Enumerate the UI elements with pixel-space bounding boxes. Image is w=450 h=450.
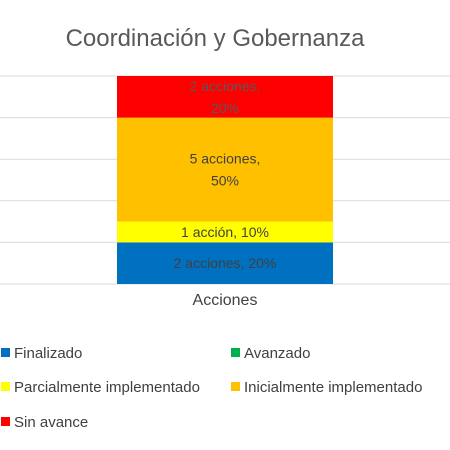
legend-swatch-1 [231, 348, 240, 357]
legend: Finalizado Avanzado Parcialmente implement… [1, 345, 422, 431]
bar-segment-3 [117, 117, 333, 222]
legend-label-1: Avanzado [244, 345, 310, 362]
data-label-3: 5 acciones, 50% [190, 151, 261, 189]
bar-segment-0 [117, 242, 333, 284]
bar-segment-2 [117, 221, 333, 243]
data-label-4: 2 acciones, 20% [190, 78, 261, 116]
legend-swatch-4 [1, 417, 10, 426]
legend-swatch-3 [231, 382, 240, 391]
stacked-bar [117, 76, 333, 284]
legend-label-4: Sin avance [14, 414, 88, 431]
category-label: Acciones [193, 292, 258, 309]
legend-swatch-2 [1, 382, 10, 391]
chart-title: Coordinación y Gobernanza [66, 25, 366, 52]
legend-label-0: Finalizado [14, 345, 82, 362]
legend-label-3: Inicialmente implementado [244, 379, 422, 396]
legend-swatch-0 [1, 348, 10, 357]
data-label-0: 2 acciones, 20% [174, 255, 277, 271]
bar-segment-4 [117, 76, 333, 118]
data-labels: 2 acciones, 20% 1 acción, 10% 5 acciones, 5… [174, 78, 277, 271]
data-label-2: 1 acción, 10% [181, 224, 269, 240]
legend-label-2: Parcialmente implementado [14, 379, 200, 396]
